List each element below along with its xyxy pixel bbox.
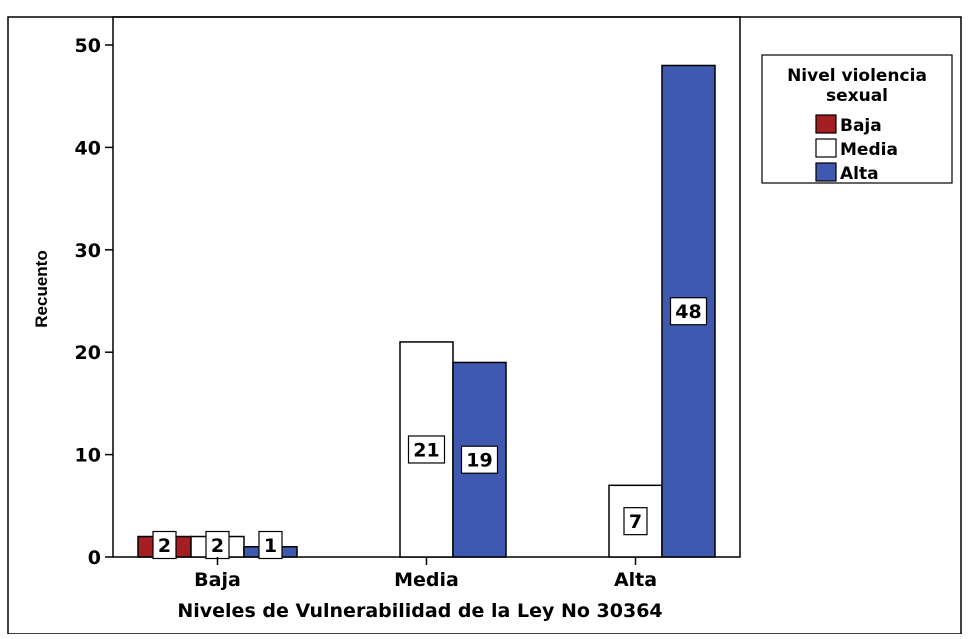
y-tick-label: 50 <box>75 35 101 57</box>
legend-item-label: Media <box>840 140 898 160</box>
legend-swatch <box>815 138 837 158</box>
data-label-box <box>460 445 499 474</box>
data-label: 48 <box>675 301 701 323</box>
data-label-box <box>152 530 177 560</box>
data-label: 2 <box>158 535 171 557</box>
legend-item-label: Alta <box>840 164 879 184</box>
y-tick-label: 20 <box>75 342 101 364</box>
y-axis-title: Recuento <box>32 250 51 327</box>
data-label-box <box>669 297 708 326</box>
legend-title: Nivel violencia <box>787 66 927 86</box>
data-label: 2 <box>211 535 224 557</box>
data-label: 19 <box>466 450 492 472</box>
data-label-box <box>407 435 446 464</box>
y-tick-label: 40 <box>75 137 101 159</box>
legend-item-label: Baja <box>840 116 882 136</box>
legend-box <box>761 54 953 184</box>
y-tick-label: 0 <box>88 547 101 569</box>
x-tick-label: Baja <box>194 569 241 591</box>
legend-swatch <box>815 162 837 182</box>
data-label: 7 <box>629 511 642 533</box>
data-label-box <box>258 530 283 560</box>
data-label: 1 <box>264 535 277 557</box>
data-label-box <box>623 507 648 536</box>
data-label: 21 <box>413 439 439 461</box>
x-tick-label: Alta <box>614 569 657 591</box>
legend-swatch <box>815 114 837 134</box>
x-axis-title: Niveles de Vulnerabilidad de la Ley No 3… <box>177 600 662 622</box>
y-tick-label: 30 <box>75 240 101 262</box>
x-tick-label: Media <box>394 569 459 591</box>
legend-title: sexual <box>826 86 888 106</box>
y-tick-label: 10 <box>75 445 101 467</box>
axes: 0 10 20 30 40 50 Baja Media Alta <box>75 35 658 591</box>
